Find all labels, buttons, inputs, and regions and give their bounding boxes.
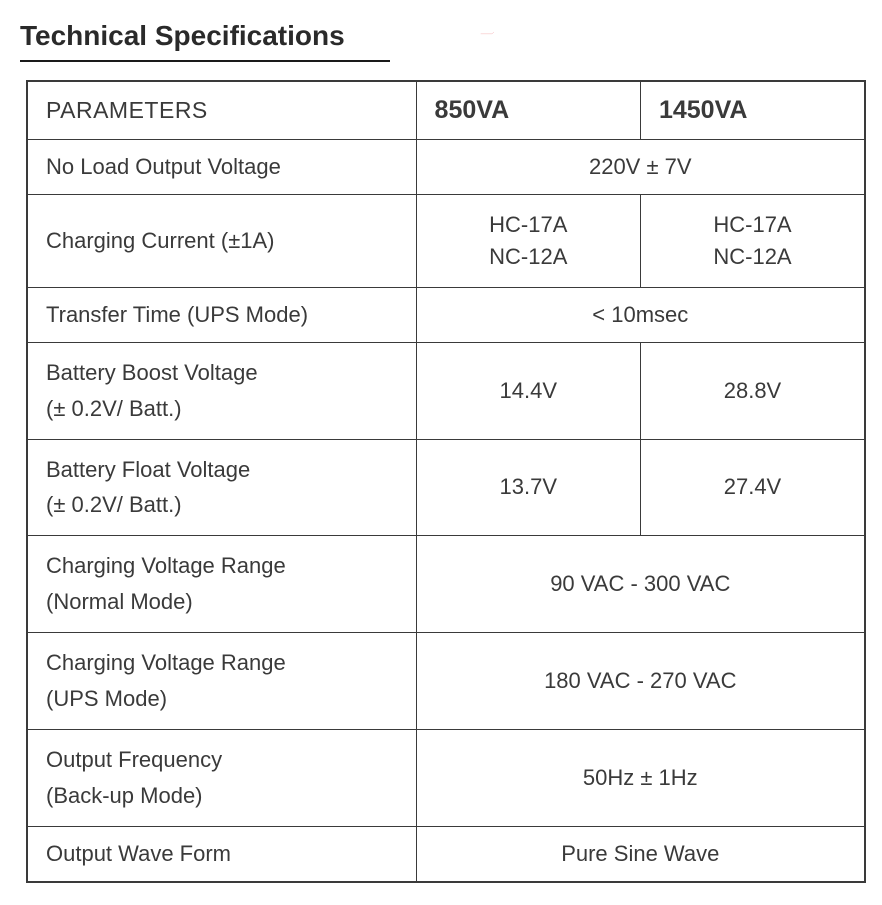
param-label: Output Wave Form [27, 826, 416, 882]
table-row: Battery Boost Voltage (± 0.2V/ Batt.) 14… [27, 342, 865, 439]
param-value: 90 VAC - 300 VAC [416, 536, 865, 633]
table-row: Transfer Time (UPS Mode) < 10msec [27, 287, 865, 342]
param-value-col2: 28.8V [640, 342, 865, 439]
page-title: Technical Specifications [20, 20, 862, 60]
param-value-col2: HC-17A NC-12A [640, 195, 865, 288]
param-label: Transfer Time (UPS Mode) [27, 287, 416, 342]
value-line: HC-17A [435, 209, 622, 241]
param-line: (UPS Mode) [46, 683, 398, 715]
table-row: Charging Voltage Range (UPS Mode) 180 VA… [27, 633, 865, 730]
value-line: NC-12A [659, 241, 846, 273]
param-line: (± 0.2V/ Batt.) [46, 489, 398, 521]
table-row: No Load Output Voltage 220V ± 7V [27, 140, 865, 195]
param-line: Battery Boost Voltage [46, 360, 258, 385]
param-line: Charging Voltage Range [46, 553, 286, 578]
table-header-row: PARAMETERS 850VA 1450VA [27, 81, 865, 140]
title-block: Technical Specifications [20, 20, 862, 62]
table-row: Battery Float Voltage (± 0.2V/ Batt.) 13… [27, 439, 865, 536]
underline-red-icon [378, 32, 598, 34]
param-label: Charging Voltage Range (Normal Mode) [27, 536, 416, 633]
table-row: Output Frequency (Back-up Mode) 50Hz ± 1… [27, 729, 865, 826]
param-label: No Load Output Voltage [27, 140, 416, 195]
param-label: Battery Float Voltage (± 0.2V/ Batt.) [27, 439, 416, 536]
param-line: Charging Voltage Range [46, 650, 286, 675]
table-row: Charging Voltage Range (Normal Mode) 90 … [27, 536, 865, 633]
param-line: (Back-up Mode) [46, 780, 398, 812]
param-value: Pure Sine Wave [416, 826, 865, 882]
param-line: (± 0.2V/ Batt.) [46, 393, 398, 425]
param-value: 50Hz ± 1Hz [416, 729, 865, 826]
param-label: Charging Current (±1A) [27, 195, 416, 288]
param-label: Output Frequency (Back-up Mode) [27, 729, 416, 826]
param-value-col1: 14.4V [416, 342, 640, 439]
header-col2: 1450VA [640, 81, 865, 140]
param-line: Output Frequency [46, 747, 222, 772]
underline-black [20, 60, 390, 62]
header-parameters: PARAMETERS [27, 81, 416, 140]
table-row: Output Wave Form Pure Sine Wave [27, 826, 865, 882]
param-value-col1: HC-17A NC-12A [416, 195, 640, 288]
value-line: NC-12A [435, 241, 622, 273]
param-line: Battery Float Voltage [46, 457, 250, 482]
param-value-col2: 27.4V [640, 439, 865, 536]
spec-table: PARAMETERS 850VA 1450VA No Load Output V… [26, 80, 866, 883]
value-line: HC-17A [659, 209, 846, 241]
header-col1: 850VA [416, 81, 640, 140]
param-value-col1: 13.7V [416, 439, 640, 536]
param-line: (Normal Mode) [46, 586, 398, 618]
title-underline [20, 60, 862, 62]
param-value: 180 VAC - 270 VAC [416, 633, 865, 730]
param-value: < 10msec [416, 287, 865, 342]
table-row: Charging Current (±1A) HC-17A NC-12A HC-… [27, 195, 865, 288]
param-label: Battery Boost Voltage (± 0.2V/ Batt.) [27, 342, 416, 439]
param-label: Charging Voltage Range (UPS Mode) [27, 633, 416, 730]
param-value: 220V ± 7V [416, 140, 865, 195]
